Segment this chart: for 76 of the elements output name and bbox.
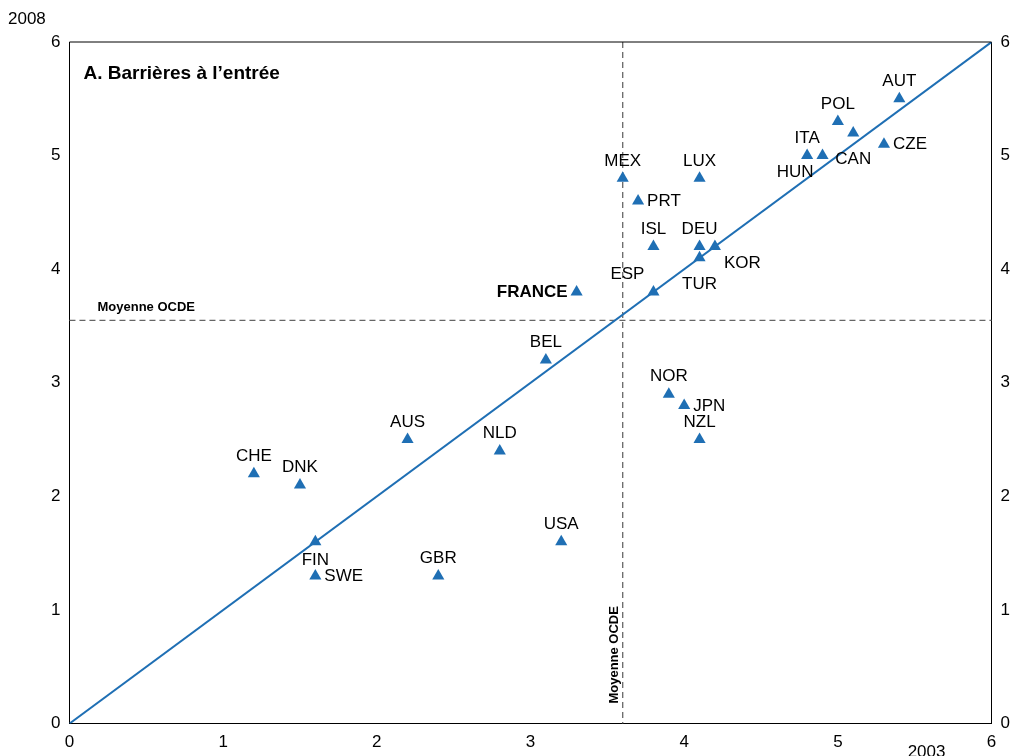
point xyxy=(693,239,706,250)
point xyxy=(816,148,829,160)
x-tick-label: 5 xyxy=(833,732,843,752)
y-tick-label: 4 xyxy=(50,258,61,278)
annotation: TUR xyxy=(682,274,718,294)
point xyxy=(893,91,906,103)
x-tick-label: 4 xyxy=(679,732,689,752)
y-tick-label: 0 xyxy=(50,713,61,733)
annotation: CHE xyxy=(235,445,272,465)
annotation: GBR xyxy=(419,548,457,568)
y2-tick-label: 0 xyxy=(1000,713,1011,733)
y-tick-label: 6 xyxy=(50,31,61,51)
annotation: BEL xyxy=(529,332,562,352)
point xyxy=(693,250,706,262)
y2-tick-label: 5 xyxy=(1000,145,1011,165)
x-tick-label: 1 xyxy=(218,732,228,752)
point xyxy=(647,284,660,296)
annotation: DEU xyxy=(681,218,718,238)
x-tick-label: 0 xyxy=(64,732,75,752)
y-tick-label: 2 xyxy=(50,486,61,506)
annotation: PRT xyxy=(647,191,681,211)
annotation: NLD xyxy=(482,423,517,443)
annotation: NOR xyxy=(649,366,688,386)
annotation: MEX xyxy=(604,150,642,170)
y2-tick-label: 1 xyxy=(1000,599,1011,619)
y2-tick-label: 6 xyxy=(1000,31,1011,51)
ref-line-label: Moyenne OCDE xyxy=(97,299,196,315)
annotation: FRANCE xyxy=(496,282,568,302)
y2-tick-label: 4 xyxy=(1000,258,1011,278)
point xyxy=(309,568,322,580)
annotation: LUX xyxy=(683,150,717,170)
y2-tick-label: 2 xyxy=(1000,486,1011,506)
x-axis-title: 2003 xyxy=(907,741,946,756)
point xyxy=(632,194,645,205)
point xyxy=(493,443,506,455)
point xyxy=(432,568,445,580)
annotation: ITA xyxy=(794,127,821,147)
point xyxy=(678,398,691,410)
point xyxy=(708,239,721,250)
point xyxy=(847,125,860,137)
point xyxy=(647,239,660,250)
y-tick-label: 1 xyxy=(50,599,61,619)
annotation: ISL xyxy=(640,218,667,238)
text: A. Barrières à l’entrée xyxy=(83,61,280,83)
x-tick-label: 3 xyxy=(525,732,536,752)
point xyxy=(539,353,552,364)
x-tick-label: 6 xyxy=(986,732,997,752)
annotation: USA xyxy=(543,514,580,534)
annotation: ESP xyxy=(610,264,645,284)
point xyxy=(693,432,706,444)
y-tick-label: 5 xyxy=(50,145,61,165)
point xyxy=(616,171,629,182)
point xyxy=(693,171,706,182)
x-tick-label: 2 xyxy=(372,732,382,752)
point xyxy=(831,114,844,126)
annotation: DNK xyxy=(282,457,319,477)
annotation: KOR xyxy=(723,252,761,272)
annotation: CAN xyxy=(835,149,872,169)
point xyxy=(662,387,675,398)
point xyxy=(247,466,260,478)
ref-line-label: Moyenne OCDE xyxy=(606,605,622,704)
annotation: AUS xyxy=(390,411,426,431)
point xyxy=(570,284,583,296)
annotation: HUN xyxy=(776,161,814,181)
y-tick-label: 3 xyxy=(50,372,61,392)
point xyxy=(309,534,322,546)
y2-tick-label: 3 xyxy=(1000,372,1011,392)
y-axis-title: 2008 xyxy=(8,9,46,29)
point xyxy=(401,432,414,444)
point xyxy=(555,534,568,546)
point xyxy=(877,137,891,148)
point xyxy=(801,148,814,160)
annotation: AUT xyxy=(882,70,917,90)
point xyxy=(293,478,307,489)
annotation: POL xyxy=(820,93,855,113)
annotation: CZE xyxy=(892,134,927,154)
